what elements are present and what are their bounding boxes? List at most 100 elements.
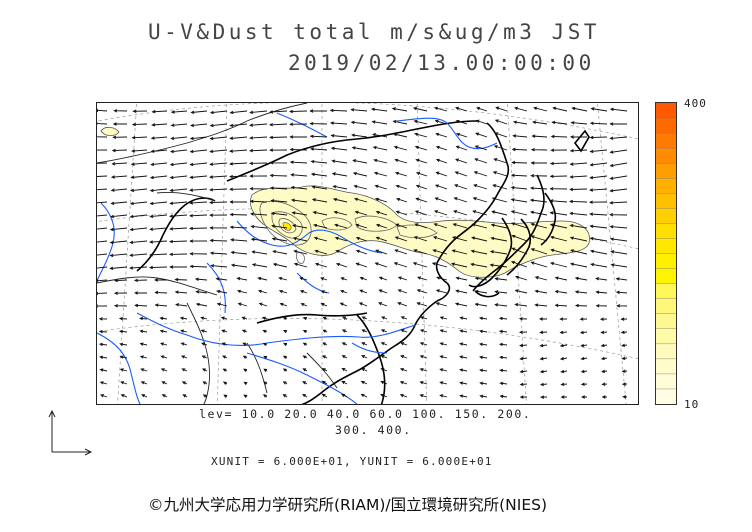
wind-arrow [470, 262, 488, 268]
colorbar-max-label: 400 [684, 97, 707, 110]
wind-arrow [130, 188, 148, 193]
wind-arrow [549, 174, 568, 179]
wind-arrow [209, 175, 228, 179]
wind-arrow [478, 342, 488, 346]
wind-arrow [459, 355, 468, 359]
wind-arrow [378, 302, 388, 307]
wind-arrow [551, 120, 568, 125]
wind-arrow [200, 329, 208, 333]
wind-arrow [519, 369, 528, 374]
wind-arrow [134, 303, 148, 308]
wind-arrow [129, 214, 148, 219]
colorbar-min-label: 10 [684, 398, 700, 411]
wind-arrow [314, 262, 328, 268]
wind-arrow [549, 186, 568, 191]
wind-arrow [229, 212, 248, 217]
wind-arrow [269, 135, 288, 140]
wind-arrow [569, 162, 588, 166]
wind-arrow [352, 171, 368, 177]
wind-arrow [530, 147, 548, 152]
wind-arrow [471, 236, 488, 242]
wind-arrow [549, 211, 568, 216]
wind-arrow [249, 161, 268, 166]
wind-arrow [320, 277, 328, 281]
wind-arrow [97, 175, 108, 177]
wind-arrow [600, 356, 608, 361]
wind-arrow [160, 368, 168, 372]
wind-arrow [452, 236, 468, 242]
wind-arrow [283, 342, 288, 347]
wind-arrow [435, 171, 448, 177]
wind-arrow [519, 343, 528, 348]
wind-arrow [471, 223, 488, 229]
wind-arrow [340, 277, 348, 281]
wind-arrow [595, 304, 608, 308]
wind-arrow [169, 214, 188, 218]
wind-arrow [154, 290, 168, 295]
wind-arrow [229, 200, 248, 204]
colorbar-step [656, 238, 676, 254]
wind-arrow [97, 304, 108, 308]
wind-arrow [175, 303, 188, 307]
wind-arrow [609, 188, 628, 193]
wind-arrow [493, 145, 508, 151]
wind-arrow [433, 106, 448, 112]
wind-arrow [302, 355, 308, 359]
colorbar-step [656, 268, 676, 285]
wind-arrow [455, 145, 468, 151]
wind-arrow [359, 276, 368, 281]
wind-arrow [209, 238, 228, 243]
colorbar-step [656, 328, 676, 345]
wind-arrow [310, 147, 328, 151]
wind-arrow [515, 275, 528, 281]
wind-arrow [454, 171, 468, 177]
wind-arrow [414, 210, 428, 216]
wind-arrow [529, 198, 548, 203]
wind-arrow [262, 342, 268, 346]
wind-arrow [459, 342, 468, 346]
wind-arrow [174, 290, 188, 294]
wind-arrow [330, 133, 348, 138]
wind-arrow [459, 329, 468, 333]
wind-arrow [511, 247, 528, 255]
wind-arrow [334, 223, 348, 229]
wind-arrow [99, 355, 108, 359]
wind-arrow [113, 291, 128, 295]
wind-arrow [169, 201, 188, 205]
wind-arrow [380, 380, 388, 385]
wind-arrow [595, 290, 608, 294]
wind-arrow [495, 106, 508, 112]
wind-arrow [393, 262, 408, 268]
wind-arrow [394, 171, 408, 177]
wind-arrow [559, 356, 568, 361]
wind-arrow [419, 381, 428, 385]
wind-arrow [554, 303, 568, 308]
wind-arrow [375, 223, 388, 229]
wind-arrow [454, 302, 468, 307]
wind-arrow [433, 210, 448, 216]
wind-arrow [455, 132, 468, 138]
wind-arrow [202, 381, 208, 385]
wind-arrow [269, 161, 288, 165]
wind-arrow [332, 185, 348, 190]
wind-arrow [210, 264, 228, 268]
wind-arrow [109, 253, 128, 258]
wind-arrow [610, 250, 628, 255]
wind-arrow [129, 253, 148, 257]
wind-arrow [475, 119, 488, 125]
wind-arrow [393, 145, 408, 151]
wind-arrow [415, 171, 428, 177]
wind-arrow [453, 197, 468, 203]
wind-arrow [209, 200, 228, 205]
wind-arrow [490, 236, 508, 242]
wind-arrow [129, 240, 148, 245]
wind-arrow [492, 184, 508, 190]
wind-arrow [539, 382, 548, 387]
wind-arrow [392, 119, 408, 125]
wind-arrow [189, 162, 208, 167]
wind-arrow [439, 316, 448, 320]
wind-arrow [170, 136, 188, 141]
wind-arrow [395, 210, 408, 216]
wind-arrow [360, 368, 368, 372]
wind-arrow [332, 197, 348, 203]
